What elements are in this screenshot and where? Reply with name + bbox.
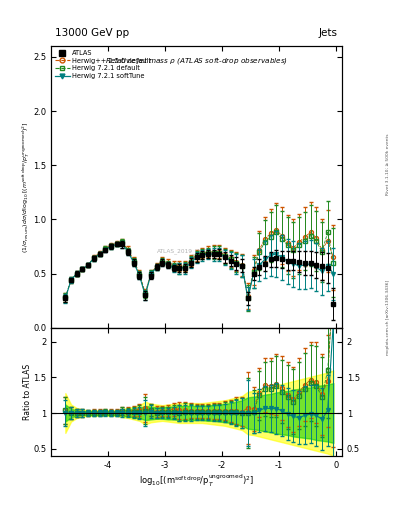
Text: Rivet 3.1.10; ≥ 500k events: Rivet 3.1.10; ≥ 500k events [386,133,390,195]
Text: 13000 GeV pp: 13000 GeV pp [55,28,129,38]
Text: Relative jet mass $\rho$ (ATLAS soft-drop observables): Relative jet mass $\rho$ (ATLAS soft-dro… [105,55,288,66]
Legend: ATLAS, Herwig++ 2.5.0 default, Herwig 7.2.1 default, Herwig 7.2.1 softTune: ATLAS, Herwig++ 2.5.0 default, Herwig 7.… [54,49,153,80]
Text: mcplots.cern.ch [arXiv:1306.3436]: mcplots.cern.ch [arXiv:1306.3436] [386,280,390,355]
Y-axis label: $(1/\sigma_{\rm resum})\,d\sigma/d\log_{10}[(m^{\rm soft\,drop}/p_T^{\rm ungroom: $(1/\sigma_{\rm resum})\,d\sigma/d\log_{… [20,121,32,252]
X-axis label: log$_{10}$[(m$^{\rm soft\,drop}$/p$_T^{\rm ungroomed}$)$^2$]: log$_{10}$[(m$^{\rm soft\,drop}$/p$_T^{\… [139,472,254,488]
Y-axis label: Ratio to ATLAS: Ratio to ATLAS [23,364,32,420]
Text: ATLAS_2019_I1772240: ATLAS_2019_I1772240 [157,249,224,254]
Text: Jets: Jets [319,28,338,38]
